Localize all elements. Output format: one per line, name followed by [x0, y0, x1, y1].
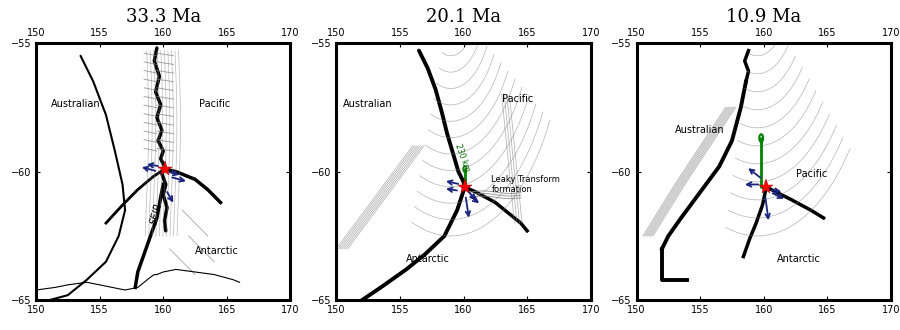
Text: Pacific: Pacific [796, 169, 827, 179]
Text: Antarctic: Antarctic [195, 246, 239, 256]
Title: 33.3 Ma: 33.3 Ma [126, 9, 201, 26]
Text: Australian: Australian [343, 99, 392, 109]
Text: Antarctic: Antarctic [406, 254, 450, 264]
Text: SEIR: SEIR [149, 201, 165, 225]
Text: Australian: Australian [51, 99, 101, 109]
Title: 10.9 Ma: 10.9 Ma [726, 9, 801, 26]
Text: Leaky Transform
formation: Leaky Transform formation [491, 175, 561, 194]
Text: Pacific: Pacific [199, 99, 230, 109]
Text: Australian: Australian [675, 125, 724, 135]
Text: Antarctic: Antarctic [777, 254, 821, 264]
Text: 230 km: 230 km [454, 142, 472, 172]
Title: 20.1 Ma: 20.1 Ma [426, 9, 501, 26]
Text: Pacific: Pacific [501, 94, 533, 104]
